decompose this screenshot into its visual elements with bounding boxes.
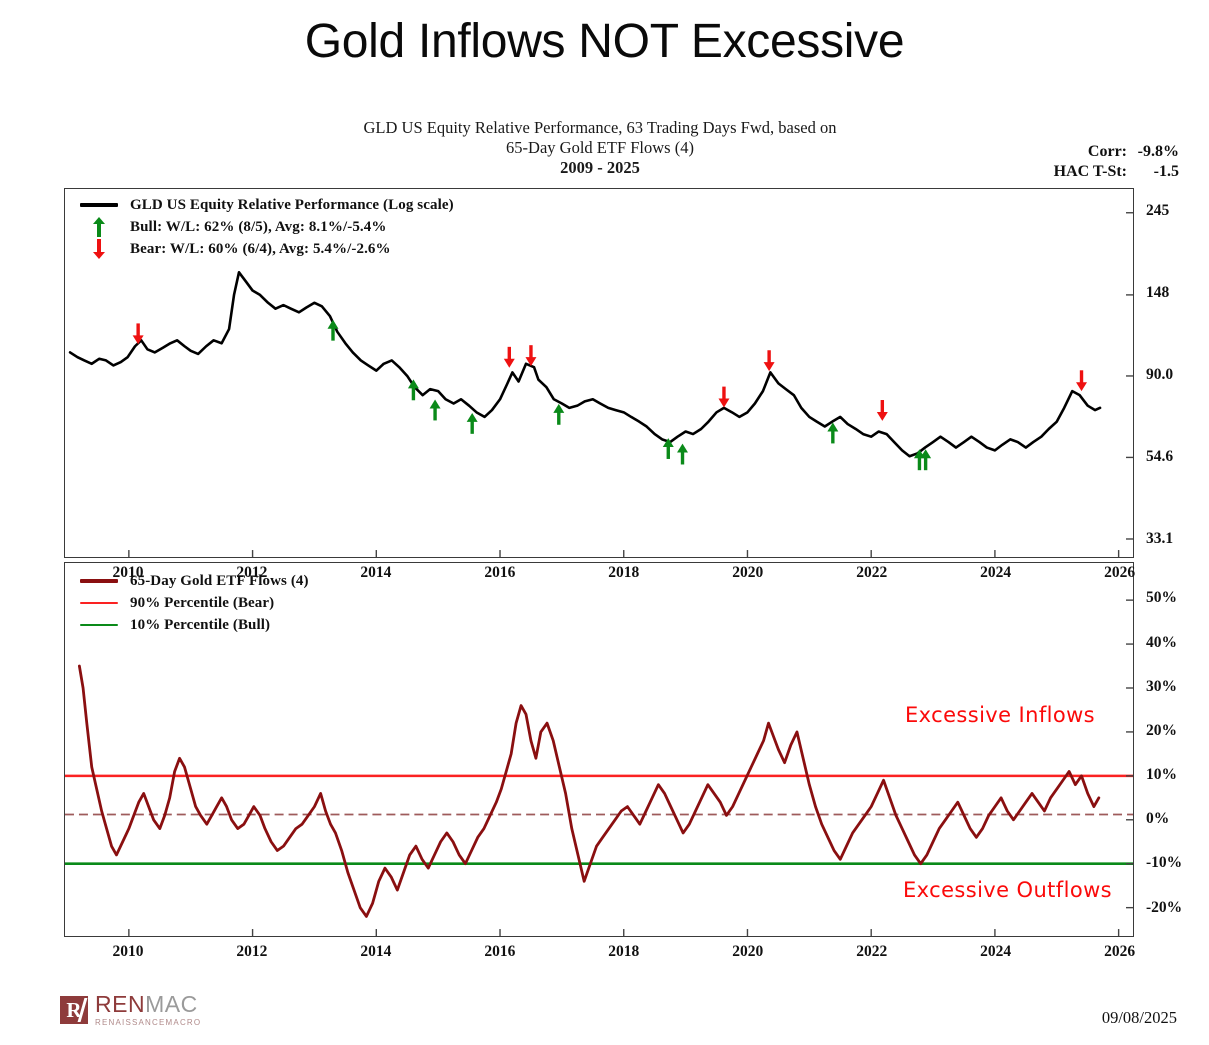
y-axis-tick-label: 148 [1146,284,1169,302]
legend-label-bull-percentile: 10% Percentile (Bull) [130,614,270,636]
arrow-up-icon [76,216,122,238]
y-axis-tick-label: 50% [1146,589,1177,607]
line-swatch-icon [76,592,122,614]
bull-signal-arrow-icon [920,449,931,470]
y-axis-tick-label: 245 [1146,202,1169,220]
x-axis-tick-label: 2014 [360,564,391,582]
x-axis-tick-label: 2022 [856,943,887,961]
legend-item-bull: Bull: W/L: 62% (8/5), Avg: 8.1%/-5.4% [76,216,454,238]
bear-signal-arrow-icon [504,347,515,368]
x-axis-tick-label: 2020 [732,943,763,961]
bear-signal-arrow-icon [764,350,775,371]
subtitle-line-3: 2009 - 2025 [240,158,960,178]
subtitle-line-1: GLD US Equity Relative Performance, 63 T… [240,118,960,138]
renmac-logo: R RENMAC RENAISSANCEMACRO [60,993,201,1027]
report-date: 09/08/2025 [1102,1008,1177,1028]
logo-mac: MAC [145,991,198,1017]
x-axis-tick-label: 2024 [980,564,1011,582]
x-axis-tick-label: 2026 [1104,943,1135,961]
tstat-label: HAC T-St: [1054,162,1127,182]
x-axis-tick-label: 2024 [980,943,1011,961]
tstat-row: HAC T-St:-1.5 [939,162,1179,182]
bull-signal-arrow-icon [467,413,478,434]
chart-subtitle: GLD US Equity Relative Performance, 63 T… [240,118,960,178]
x-axis-tick-label: 2018 [608,943,639,961]
bear-signal-arrow-icon [1076,370,1087,391]
x-axis-tick-label: 2012 [236,943,267,961]
y-axis-tick-label: -20% [1146,899,1182,917]
bull-signal-arrow-icon [677,444,688,465]
x-axis-tick-label: 2020 [732,564,763,582]
logo-title: RENMAC [95,993,201,1016]
logo-tagline: RENAISSANCEMACRO [95,1019,201,1027]
y-axis-tick-label: 30% [1146,678,1177,696]
bull-signal-arrow-icon [430,400,441,421]
legend-label-performance: GLD US Equity Relative Performance (Log … [130,194,454,216]
y-axis-tick-label: 33.1 [1146,530,1173,548]
legend-item-bull-percentile: 10% Percentile (Bull) [76,614,309,636]
bottom-chart-legend: 65-Day Gold ETF Flows (4) 90% Percentile… [76,570,309,636]
line-swatch-icon [76,614,122,636]
correlation-stats: Corr:-9.8% HAC T-St:-1.5 [939,142,1179,182]
line-swatch-icon [76,194,122,216]
x-axis-tick-label: 2018 [608,564,639,582]
y-axis-tick-label: 10% [1146,766,1177,784]
bear-signal-arrow-icon [718,387,729,408]
bear-signal-arrow-icon [877,400,888,421]
y-axis-tick-label: 54.6 [1146,448,1173,466]
excessive-outflows-annotation: Excessive Outflows [903,878,1112,902]
y-axis-tick-label: 20% [1146,722,1177,740]
bull-signal-arrow-icon [553,404,564,425]
legend-label-flows: 65-Day Gold ETF Flows (4) [130,570,309,592]
bull-signal-arrow-icon [914,449,925,470]
legend-label-bear-percentile: 90% Percentile (Bear) [130,592,274,614]
y-axis-tick-label: -10% [1146,854,1182,872]
legend-item-flows: 65-Day Gold ETF Flows (4) [76,570,309,592]
top-chart-legend: GLD US Equity Relative Performance (Log … [76,194,454,260]
legend-item-bear-percentile: 90% Percentile (Bear) [76,592,309,614]
x-axis-tick-label: 2014 [360,943,391,961]
x-axis-tick-label: 2022 [856,564,887,582]
x-axis-tick-label: 2012 [236,564,267,582]
page-title: Gold Inflows NOT Excessive [0,14,1209,69]
corr-label: Corr: [1088,142,1127,162]
bull-signal-arrow-icon [827,423,838,444]
data-series-line [70,272,1100,456]
x-axis-tick-label: 2016 [484,943,515,961]
logo-mark-icon: R [60,996,88,1024]
corr-row: Corr:-9.8% [939,142,1179,162]
legend-label-bull: Bull: W/L: 62% (8/5), Avg: 8.1%/-5.4% [130,216,386,238]
subtitle-line-2: 65-Day Gold ETF Flows (4) [240,138,960,158]
corr-value: -9.8% [1127,142,1179,162]
x-axis-tick-label: 2010 [112,564,143,582]
logo-wordmark: RENMAC RENAISSANCEMACRO [95,993,201,1027]
y-axis-tick-label: 40% [1146,634,1177,652]
x-axis-tick-label: 2026 [1104,564,1135,582]
excessive-inflows-annotation: Excessive Inflows [905,703,1095,727]
y-axis-tick-label: 90.0 [1146,366,1173,384]
tstat-value: -1.5 [1127,162,1179,182]
legend-label-bear: Bear: W/L: 60% (6/4), Avg: 5.4%/-2.6% [130,238,391,260]
legend-item-performance: GLD US Equity Relative Performance (Log … [76,194,454,216]
logo-ren: REN [95,991,145,1017]
x-axis-tick-label: 2010 [112,943,143,961]
y-axis-tick-label: 0% [1146,810,1169,828]
arrow-down-icon [76,238,122,260]
legend-item-bear: Bear: W/L: 60% (6/4), Avg: 5.4%/-2.6% [76,238,454,260]
x-axis-tick-label: 2016 [484,564,515,582]
